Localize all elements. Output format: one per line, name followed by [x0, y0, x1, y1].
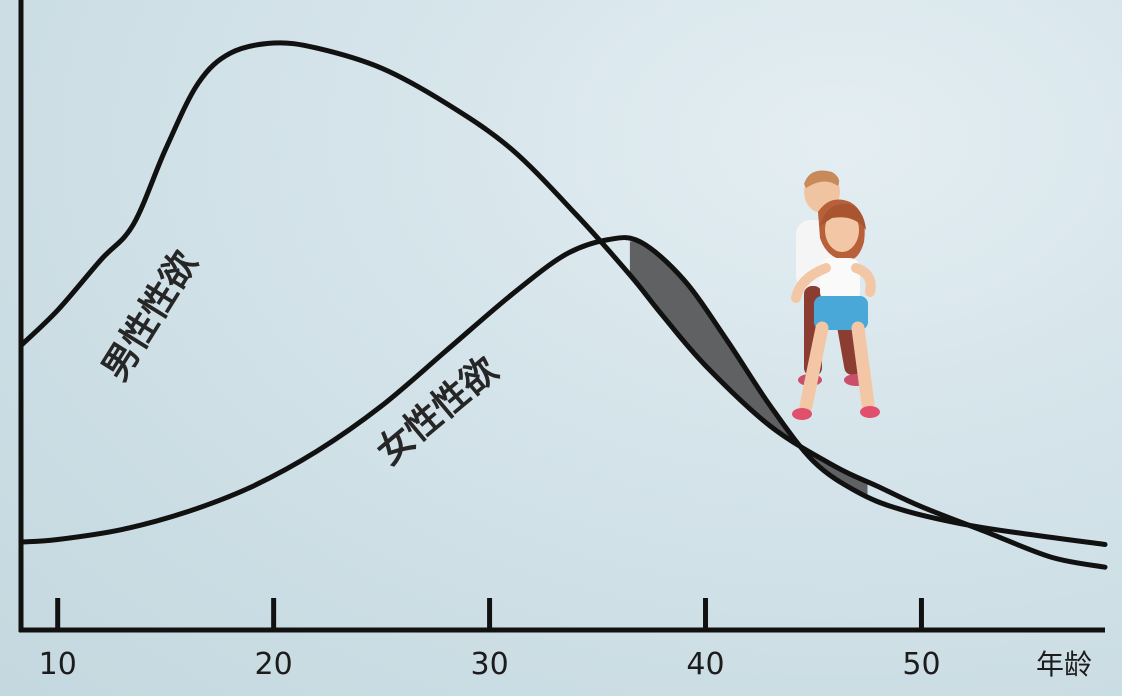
x-axis-unit-label: 年龄	[1036, 648, 1092, 681]
x-tick-label: 10	[39, 647, 77, 682]
series-line-female	[18, 235, 1108, 547]
shaded-area	[629, 241, 868, 496]
shaded-region-layer	[629, 241, 868, 496]
series-label-layer: 男性性欲 女性性欲	[95, 244, 506, 473]
couple-illustration	[791, 170, 880, 420]
woman-figure	[791, 199, 880, 420]
x-tick-label: 30	[470, 647, 508, 682]
x-tick-label: 20	[255, 647, 293, 682]
series-label-female: 女性性欲	[369, 349, 506, 473]
series-line-male	[18, 40, 1108, 570]
series-layer	[18, 40, 1108, 570]
axis-layer: 10 20 30 40 50	[18, 0, 1105, 682]
series-label-male: 男性性欲	[95, 244, 206, 388]
x-tick-label: 50	[902, 647, 940, 682]
x-tick-label: 40	[686, 647, 724, 682]
